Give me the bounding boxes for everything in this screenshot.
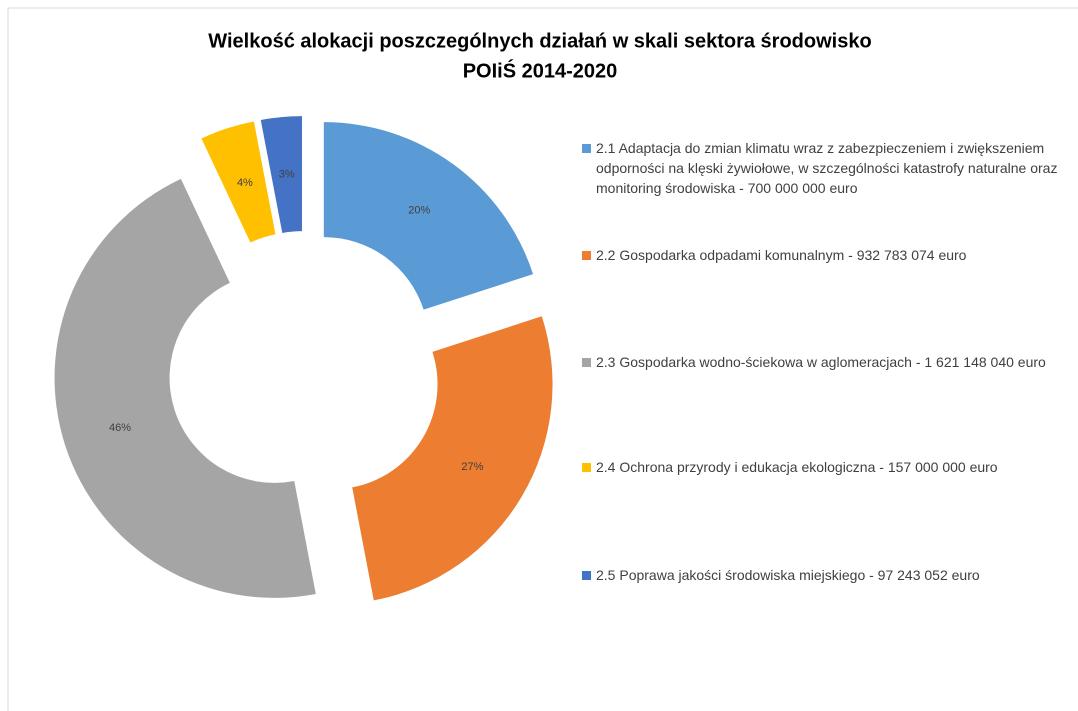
legend-swatch [582,251,591,260]
donut-slice [54,178,316,598]
legend-swatch [582,358,591,367]
donut-slice [260,116,302,234]
legend-label: 2.3 Gospodarka wodno-ściekowa w aglomera… [596,354,1046,370]
legend-swatch [582,144,591,153]
legend-swatch [582,463,591,472]
donut-slice [201,121,276,243]
chart-title: Wielkość alokacji poszczególnych działań… [208,30,871,52]
legend-label: 2.4 Ochrona przyrody i edukacja ekologic… [596,459,998,475]
chart-title: POIiŚ 2014-2020 [463,58,618,82]
legend-swatch [582,571,591,580]
data-label: 46% [109,422,131,434]
donut-slice [323,122,534,310]
data-label: 4% [237,177,253,189]
legend-label: 2.1 Adaptacja do zmian klimatu wraz z za… [596,140,1058,196]
data-label: 3% [279,168,295,180]
legend-label: 2.2 Gospodarka odpadami komunalnym - 932… [596,247,967,263]
data-label: 27% [461,461,483,473]
donut-slice [352,316,553,601]
legend-label: 2.5 Poprawa jakości środowiska miejskieg… [596,567,980,583]
data-label: 20% [408,205,430,217]
